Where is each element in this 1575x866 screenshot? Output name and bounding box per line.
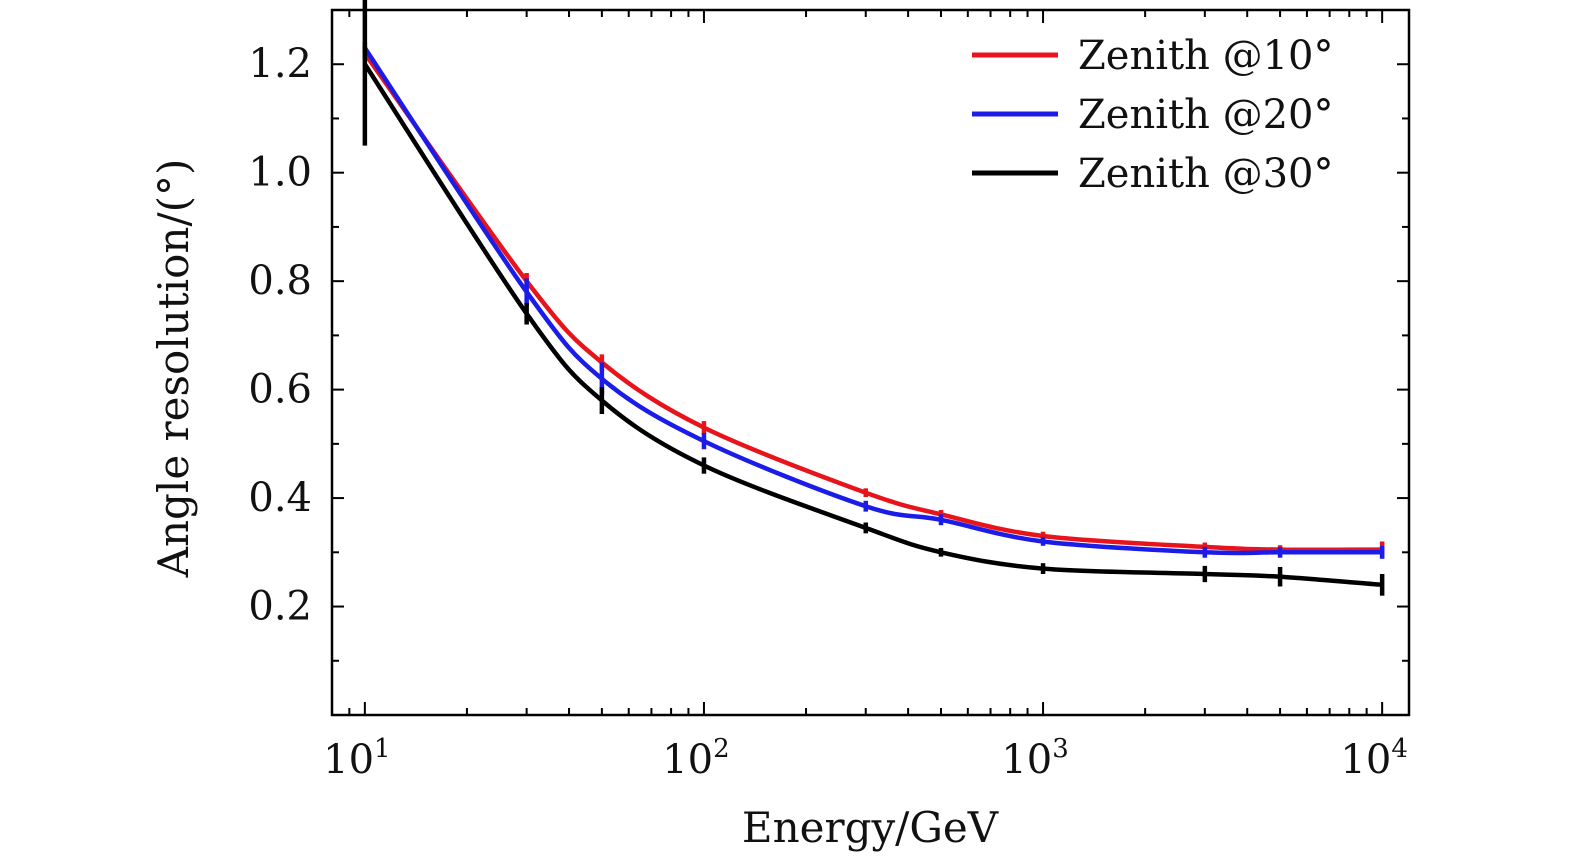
y-tick-label: 0.6 xyxy=(248,367,312,413)
x-tick-label: 101 xyxy=(323,734,390,783)
plot-frame xyxy=(330,8,1411,717)
y-tick-label: 0.8 xyxy=(248,258,312,304)
x-tick-label: 103 xyxy=(1001,734,1068,783)
series-layer xyxy=(362,0,1385,596)
y-tick-label: 1.0 xyxy=(248,150,312,196)
x-tick-label: 102 xyxy=(662,734,729,783)
y-axis-label: Angle resolution/(°) xyxy=(149,159,198,579)
y-tick-label: 0.4 xyxy=(248,475,312,521)
ticks-layer: 0.2 0.4 0.6 0.8 1.0 1.2 101 102 103 104 xyxy=(248,10,1409,783)
legend-label: Zenith @10° xyxy=(1078,33,1333,79)
x-tick-label: 104 xyxy=(1340,734,1407,783)
y-tick-label: 0.2 xyxy=(248,584,312,630)
legend-label: Zenith @20° xyxy=(1078,92,1333,138)
legend-item: Zenith @10° xyxy=(972,33,1333,79)
legend-item: Zenith @30° xyxy=(972,151,1333,197)
y-tick-label: 1.2 xyxy=(248,41,312,87)
x-axis-label: Energy/GeV xyxy=(742,803,999,852)
legend-item: Zenith @20° xyxy=(972,92,1333,138)
series-2 xyxy=(362,42,1385,559)
legend: Zenith @10° Zenith @20° Zenith @30° xyxy=(972,33,1333,197)
legend-label: Zenith @30° xyxy=(1078,151,1333,197)
